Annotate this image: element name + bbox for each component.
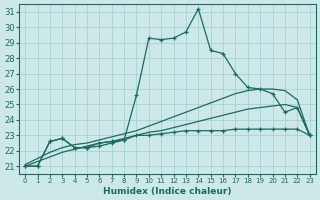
X-axis label: Humidex (Indice chaleur): Humidex (Indice chaleur) <box>103 187 232 196</box>
